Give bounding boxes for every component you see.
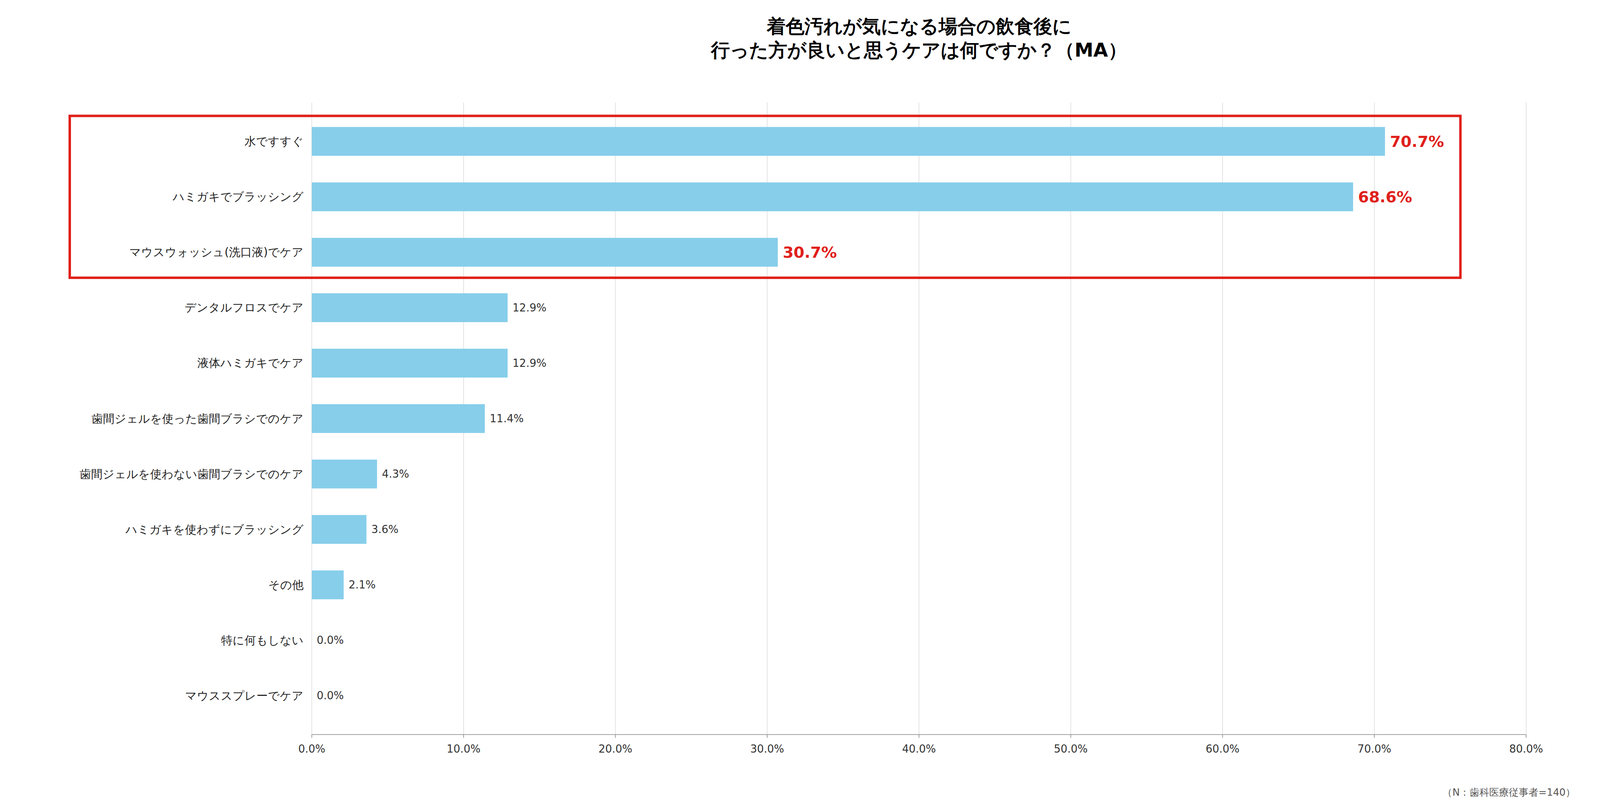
data-label: 0.0% [316,633,344,647]
axis-line [311,733,1527,735]
bar [311,348,508,378]
tick-label: 20.0% [598,742,633,755]
category-label: 水ですすぐ [244,134,304,149]
x-axis: 0.0% 10.0% 20.0% 30.0% 40.0% 50.0% 60.0% 70.0% 8… [298,734,1543,755]
data-label: 68.6% [1357,187,1413,206]
category-label: マウススプレーでケア [185,688,304,703]
data-label: 11.4% [489,412,524,425]
tick-label: 40.0% [902,742,937,755]
grid [311,102,1527,735]
title-line: 着色汚れが気になる場合の飲食後に [766,15,1072,38]
data-label: 2.1% [348,578,376,591]
category-label: 特に何もしない [221,633,304,647]
tick-mark [766,734,768,738]
tick-label: 10.0% [446,742,481,755]
data-label: 3.6% [371,523,399,536]
tick-mark [1222,734,1223,738]
data-label: 70.7% [1389,132,1445,151]
bar [311,570,344,599]
data-label: 4.3% [381,467,410,480]
tick-mark [463,734,464,738]
tick-mark [311,734,313,738]
highlight-box [69,115,1461,278]
title: 着色汚れが気になる場合の飲食後に行った方が良いと思うケアは何ですか？（MA） [710,15,1127,62]
tick-mark [1525,734,1527,738]
bar [311,126,1386,156]
bar [311,404,485,433]
tick-mark [918,734,920,738]
data-label: 0.0% [316,689,344,702]
bar [311,514,367,544]
note: （N：歯科医療従事者=140） [1442,786,1576,798]
chart: 着色汚れが気になる場合の飲食後に行った方が良いと思うケアは何ですか？（MA） 0.… [0,0,1600,808]
data-label: 30.7% [782,243,837,262]
bar [311,625,313,655]
bars [311,126,1386,599]
category-label: デンタルフロスでケア [184,300,304,315]
bar [311,293,508,323]
labels: 70.7% 水ですすぐ 68.6% ハミガキでブラッシング 30.7% マウスウォッシュ(… [79,132,1445,703]
bar [311,182,1354,212]
bar [311,459,378,489]
tick-mark [1070,734,1072,738]
data-label: 12.9% [512,301,547,314]
category-label: その他 [268,578,304,592]
category-label: ハミガキでブラッシング [172,189,304,204]
category-label: 歯間ジェルを使わない歯間ブラシでのケア [79,467,304,481]
category-label: ハミガキを使わずにブラッシング [125,522,304,537]
title-line: 行った方が良いと思うケアは何ですか？（MA） [710,38,1127,62]
bar [311,237,778,267]
tick-label: 80.0% [1509,742,1544,755]
category-label: マウスウォッシュ(洗口液)でケア [129,245,304,259]
data-label: 12.9% [512,356,547,370]
tick-label: 0.0% [298,742,326,755]
category-label: 液体ハミガキでケア [197,356,304,370]
bar [311,681,313,710]
category-label: 歯間ジェルを使った歯間ブラシでのケア [91,411,304,426]
tick-mark [1373,734,1375,738]
tick-label: 30.0% [750,742,785,755]
background [0,0,1600,808]
tick-mark [614,734,616,738]
tick-label: 70.0% [1357,742,1392,755]
tick-label: 60.0% [1205,742,1240,755]
grid-line [1525,102,1527,735]
tick-label: 50.0% [1053,742,1088,755]
